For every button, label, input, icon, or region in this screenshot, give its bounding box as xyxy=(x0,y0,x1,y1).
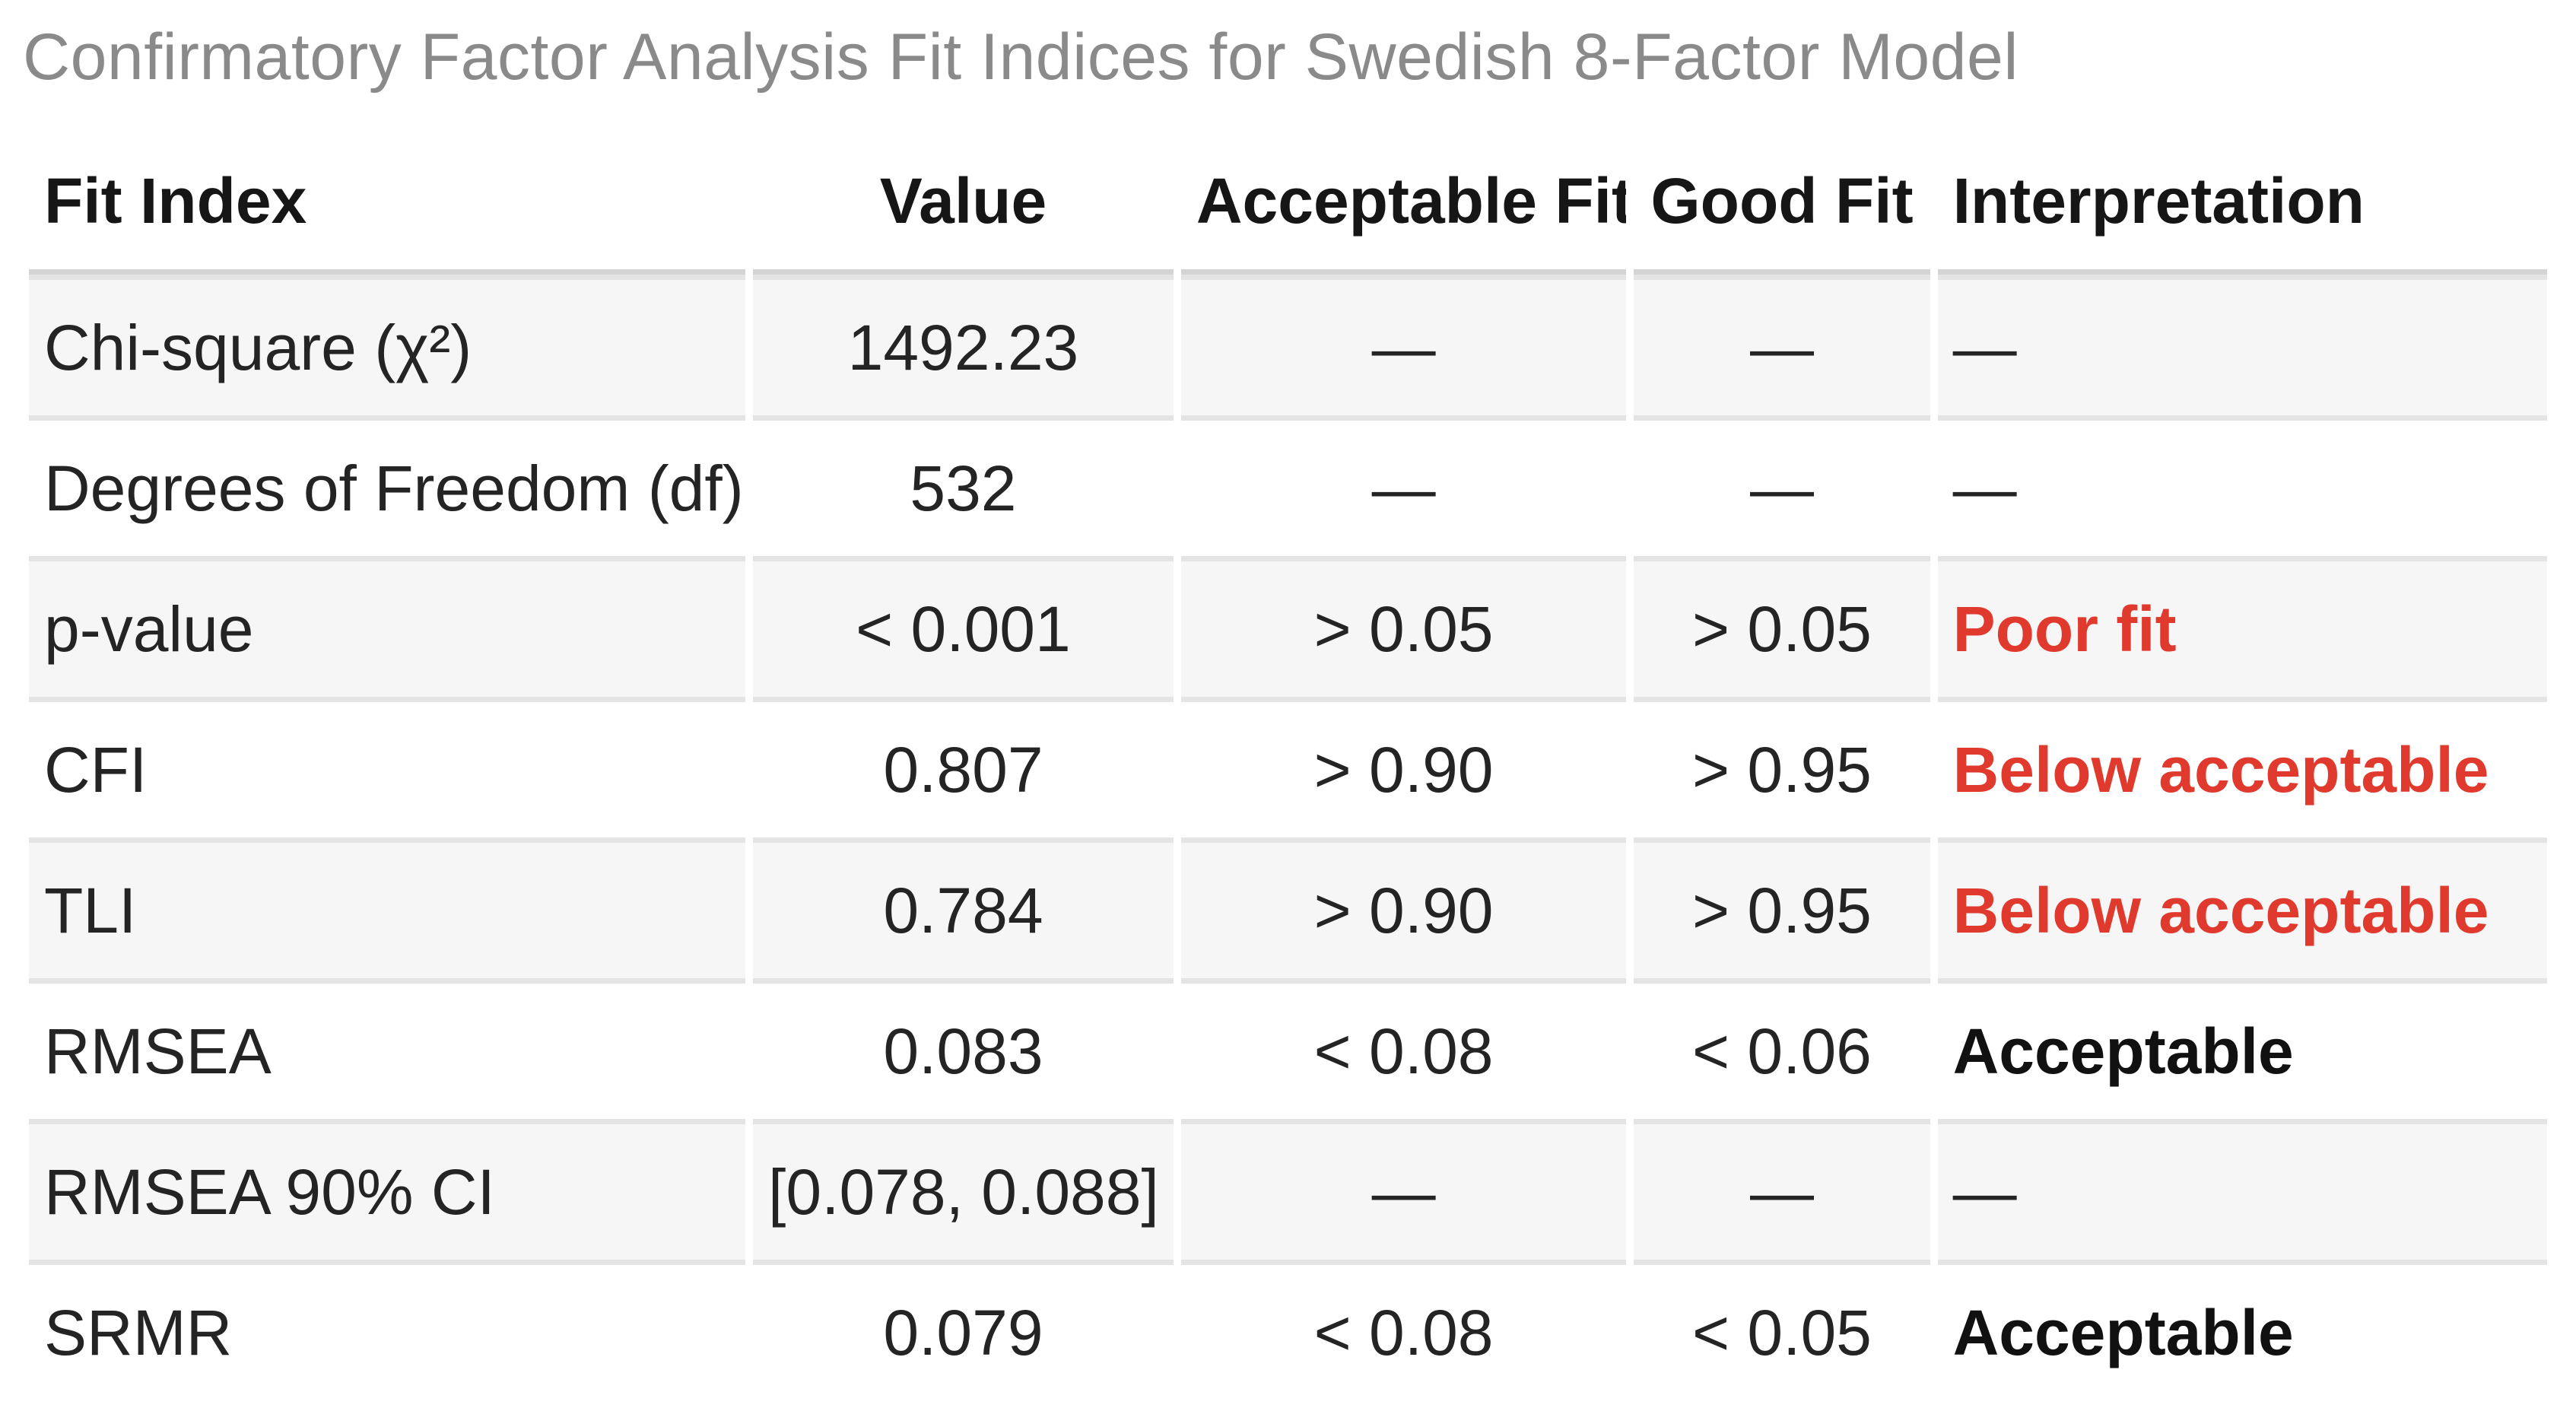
cell-acceptable-fit: — xyxy=(1180,415,1627,556)
cell-good-fit: < 0.06 xyxy=(1634,978,1930,1119)
cell-acceptable-fit: > 0.05 xyxy=(1180,556,1627,697)
fit-indices-table: Fit Index Value Acceptable Fit Good Fit … xyxy=(21,132,2555,1400)
cell-interpretation-acceptable: Acceptable xyxy=(1937,978,2547,1119)
cell-value: 532 xyxy=(753,415,1174,556)
table-row-srmr: SRMR 0.079 < 0.08 < 0.05 Acceptable xyxy=(29,1260,2547,1400)
cell-acceptable-fit: — xyxy=(1180,1119,1627,1260)
cell-good-fit: — xyxy=(1634,415,1930,556)
cell-acceptable-fit: — xyxy=(1180,275,1627,415)
cell-interpretation-acceptable: Acceptable xyxy=(1937,1260,2547,1400)
cell-value: 0.784 xyxy=(753,837,1174,978)
table-row-rmsea-90-ci: RMSEA 90% CI [0.078, 0.088] — — — xyxy=(29,1119,2547,1260)
cell-acceptable-fit: > 0.90 xyxy=(1180,697,1627,837)
cell-interpretation-below-acceptable: Below acceptable xyxy=(1937,837,2547,978)
cell-good-fit: > 0.05 xyxy=(1634,556,1930,697)
header-row: Fit Index Value Acceptable Fit Good Fit … xyxy=(29,132,2547,275)
cell-good-fit: < 0.05 xyxy=(1634,1260,1930,1400)
cell-acceptable-fit: > 0.90 xyxy=(1180,837,1627,978)
cell-interpretation: — xyxy=(1937,1119,2547,1260)
cell-good-fit: > 0.95 xyxy=(1634,697,1930,837)
cell-fit-index: p-value xyxy=(29,556,746,697)
cell-interpretation-below-acceptable: Below acceptable xyxy=(1937,697,2547,837)
table-row-tli: TLI 0.784 > 0.90 > 0.95 Below acceptable xyxy=(29,837,2547,978)
table-row-chi-square: Chi-square (χ²) 1492.23 — — — xyxy=(29,275,2547,415)
cell-value: 0.807 xyxy=(753,697,1174,837)
table-row-p-value: p-value < 0.001 > 0.05 > 0.05 Poor fit xyxy=(29,556,2547,697)
cell-acceptable-fit: < 0.08 xyxy=(1180,978,1627,1119)
cell-interpretation: — xyxy=(1937,415,2547,556)
cell-interpretation: — xyxy=(1937,275,2547,415)
cell-fit-index: Degrees of Freedom (df) xyxy=(29,415,746,556)
cell-value: < 0.001 xyxy=(753,556,1174,697)
cell-good-fit: — xyxy=(1634,275,1930,415)
table-row-rmsea: RMSEA 0.083 < 0.08 < 0.06 Acceptable xyxy=(29,978,2547,1119)
cell-fit-index: RMSEA xyxy=(29,978,746,1119)
cell-fit-index: SRMR xyxy=(29,1260,746,1400)
cell-value: 0.083 xyxy=(753,978,1174,1119)
column-header-good-fit: Good Fit xyxy=(1634,132,1930,275)
table-title: Confirmatory Factor Analysis Fit Indices… xyxy=(23,21,2019,94)
column-header-interpretation: Interpretation xyxy=(1937,132,2547,275)
cell-value: [0.078, 0.088] xyxy=(753,1119,1174,1260)
cell-acceptable-fit: < 0.08 xyxy=(1180,1260,1627,1400)
cell-fit-index: TLI xyxy=(29,837,746,978)
cell-fit-index: Chi-square (χ²) xyxy=(29,275,746,415)
cell-fit-index: CFI xyxy=(29,697,746,837)
table-row-cfi: CFI 0.807 > 0.90 > 0.95 Below acceptable xyxy=(29,697,2547,837)
column-header-acceptable-fit: Acceptable Fit xyxy=(1180,132,1627,275)
cell-good-fit: — xyxy=(1634,1119,1930,1260)
cell-good-fit: > 0.95 xyxy=(1634,837,1930,978)
cell-value: 1492.23 xyxy=(753,275,1174,415)
cell-value: 0.079 xyxy=(753,1260,1174,1400)
column-header-fit-index: Fit Index xyxy=(29,132,746,275)
cell-interpretation-poor-fit: Poor fit xyxy=(1937,556,2547,697)
table-header: Fit Index Value Acceptable Fit Good Fit … xyxy=(29,132,2547,275)
cell-fit-index: RMSEA 90% CI xyxy=(29,1119,746,1260)
column-header-value: Value xyxy=(753,132,1174,275)
table-row-degrees-of-freedom: Degrees of Freedom (df) 532 — — — xyxy=(29,415,2547,556)
table-body: Chi-square (χ²) 1492.23 — — — Degrees of… xyxy=(29,275,2547,1400)
